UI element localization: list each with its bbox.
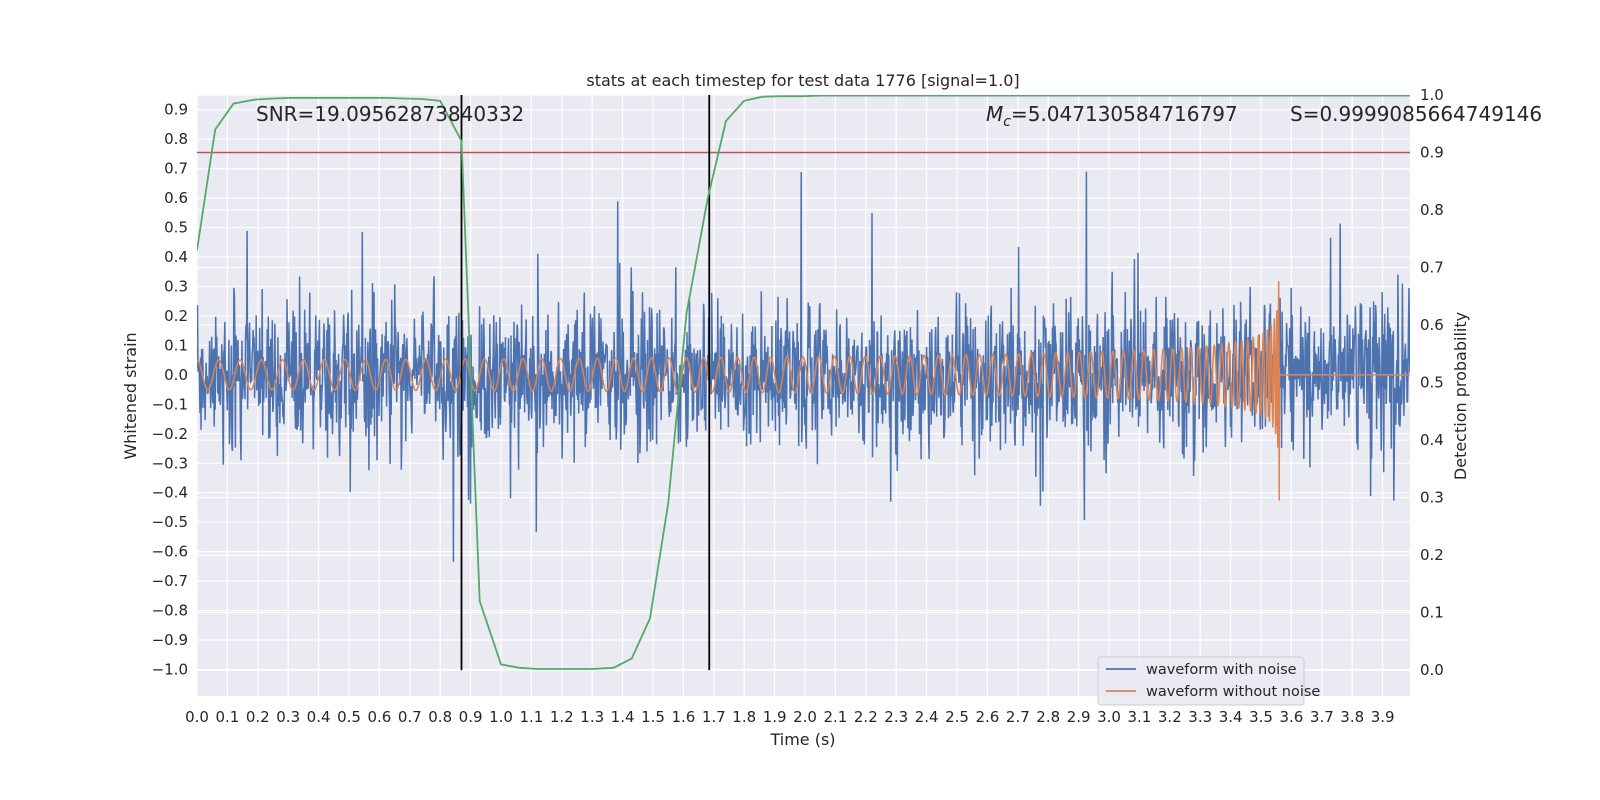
x-tick-label: 2.9 xyxy=(1067,708,1091,726)
x-tick-label: 3.2 xyxy=(1158,708,1182,726)
y2-tick-label: 1.0 xyxy=(1420,86,1444,104)
y-tick-label: 0.6 xyxy=(164,189,188,207)
y-tick-label: −0.8 xyxy=(152,602,188,620)
x-tick-label: 1.0 xyxy=(489,708,513,726)
y-axis-label: Whitened strain xyxy=(121,332,140,459)
y2-tick-label: 0.8 xyxy=(1420,201,1444,219)
y-tick-label: −0.1 xyxy=(152,395,188,413)
y-tick-label: 0.2 xyxy=(164,307,188,325)
y2-tick-label: 0.3 xyxy=(1420,489,1444,507)
chirp-mass-value: =5.047130584716797 xyxy=(1011,102,1238,126)
y-tick-label: 0.9 xyxy=(164,101,188,119)
x-tick-label: 3.1 xyxy=(1128,708,1152,726)
y2-tick-label: 0.2 xyxy=(1420,546,1444,564)
x-tick-label: 1.3 xyxy=(580,708,604,726)
x-tick-label: 1.2 xyxy=(550,708,574,726)
x-tick-label: 1.5 xyxy=(641,708,665,726)
x-tick-label: 0.1 xyxy=(215,708,239,726)
grid-horizontal xyxy=(197,109,1410,671)
x-tick-label: 2.7 xyxy=(1006,708,1030,726)
x-tick-label: 1.4 xyxy=(611,708,635,726)
x-tick-label: 0.3 xyxy=(276,708,300,726)
x-tick-label: 2.5 xyxy=(945,708,969,726)
x-tick-label: 3.3 xyxy=(1188,708,1212,726)
y2-tick-label: 0.1 xyxy=(1420,604,1444,622)
y-tick-label: 0.8 xyxy=(164,130,188,148)
y2-tick-label: 0.9 xyxy=(1420,144,1444,162)
y2-axis-label: Detection probability xyxy=(1451,312,1470,480)
y-tick-label: −0.3 xyxy=(152,454,188,472)
x-tick-label: 3.4 xyxy=(1219,708,1243,726)
x-tick-label: 2.0 xyxy=(793,708,817,726)
x-tick-label: 3.7 xyxy=(1310,708,1334,726)
legend-box xyxy=(1097,656,1305,706)
y-tick-label: −0.6 xyxy=(152,543,188,561)
y2-axis-ticks: 0.0 0.1 0.2 0.3 0.4 0.5 0.6 0.7 0.8 0.9 1.0 xyxy=(1420,86,1444,679)
x-tick-label: 2.3 xyxy=(884,708,908,726)
chirp-mass-annotation: Mc=5.047130584716797 xyxy=(986,102,1238,130)
x-tick-label: 3.6 xyxy=(1280,708,1304,726)
s-annotation: S=0.9999085664749146 xyxy=(1290,102,1542,126)
y-tick-label: 0.0 xyxy=(164,366,188,384)
y-tick-label: −1.0 xyxy=(152,660,188,678)
chart-title: stats at each timestep for test data 177… xyxy=(586,71,1019,90)
y2-tick-label: 0.4 xyxy=(1420,431,1444,449)
y-axis-ticks: −1.0 −0.9 −0.8 −0.7 −0.6 −0.5 −0.4 −0.3 −0.2 −0.1… xyxy=(152,101,188,679)
y-tick-label: −0.7 xyxy=(152,572,188,590)
x-tick-label: 3.8 xyxy=(1340,708,1364,726)
snr-annotation: SNR=19.09562873840332 xyxy=(256,102,524,126)
x-tick-label: 0.9 xyxy=(459,708,483,726)
x-tick-label: 2.8 xyxy=(1036,708,1060,726)
y2-tick-label: 0.5 xyxy=(1420,374,1444,392)
y-tick-label: −0.9 xyxy=(152,631,188,649)
legend: waveform with noise waveform without noi… xyxy=(1097,656,1320,706)
x-tick-label: 1.6 xyxy=(671,708,695,726)
x-axis-ticks: 0.0 0.1 0.2 0.3 0.4 0.5 0.6 0.7 0.8 0.9 1.0 1.1 1.2 1… xyxy=(185,708,1394,726)
y-tick-label: 0.7 xyxy=(164,160,188,178)
legend-label-noise: waveform with noise xyxy=(1146,662,1297,678)
y2-tick-label: 0.7 xyxy=(1420,259,1444,277)
x-tick-label: 0.8 xyxy=(428,708,452,726)
y-tick-label: 0.3 xyxy=(164,277,188,295)
x-tick-label: 0.0 xyxy=(185,708,209,726)
x-tick-label: 3.5 xyxy=(1249,708,1273,726)
y-tick-label: −0.4 xyxy=(152,484,188,502)
legend-label-clean: waveform without noise xyxy=(1146,684,1320,700)
series-waveform-without-noise xyxy=(197,281,1410,501)
chirp-mass-symbol: M xyxy=(986,102,1003,126)
y2-tick-label: 0.6 xyxy=(1420,316,1444,334)
chirp-mass-subscript: c xyxy=(1003,114,1011,130)
y2-tick-label: 0.0 xyxy=(1420,661,1444,679)
x-tick-label: 3.0 xyxy=(1097,708,1121,726)
y-tick-label: −0.2 xyxy=(152,425,188,443)
x-tick-label: 2.1 xyxy=(823,708,847,726)
x-axis-label: Time (s) xyxy=(769,730,835,749)
x-tick-label: 1.1 xyxy=(519,708,543,726)
x-tick-label: 1.7 xyxy=(702,708,726,726)
x-tick-label: 2.6 xyxy=(975,708,999,726)
x-tick-label: 0.2 xyxy=(246,708,270,726)
x-tick-label: 1.9 xyxy=(763,708,787,726)
y-tick-label: −0.5 xyxy=(152,513,188,531)
series-detection-probability xyxy=(197,95,1410,670)
x-tick-label: 0.7 xyxy=(398,708,422,726)
y-tick-label: 0.4 xyxy=(164,248,188,266)
x-tick-label: 2.2 xyxy=(854,708,878,726)
x-tick-label: 3.9 xyxy=(1371,708,1395,726)
x-tick-label: 0.5 xyxy=(337,708,361,726)
x-tick-label: 1.8 xyxy=(732,708,756,726)
x-tick-label: 0.6 xyxy=(367,708,391,726)
x-tick-label: 0.4 xyxy=(307,708,331,726)
y-tick-label: 0.1 xyxy=(164,336,188,354)
y-tick-label: 0.5 xyxy=(164,219,188,237)
x-tick-label: 2.4 xyxy=(915,708,939,726)
